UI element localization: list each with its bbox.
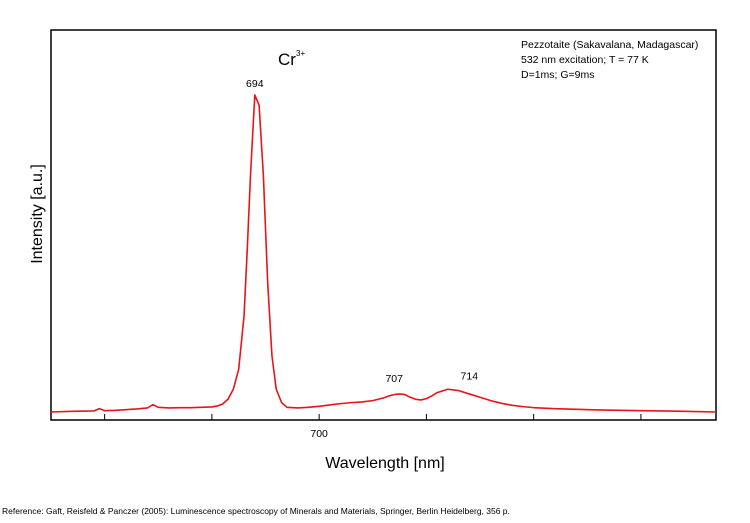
- info-line-2: 532 nm excitation; T = 77 K: [521, 54, 649, 66]
- x-tick-labels: 700: [310, 428, 328, 440]
- peak-label: 707: [385, 373, 403, 385]
- peak-label: 714: [461, 371, 479, 383]
- x-tick-label: 700: [310, 428, 328, 440]
- ion-label-base: Cr: [278, 50, 296, 69]
- peak-label: 694: [246, 78, 264, 90]
- x-ticks: [104, 414, 642, 420]
- info-line-1: Pezzotaite (Sakavalana, Madagascar): [521, 39, 698, 51]
- ion-label-superscript: 3+: [296, 49, 305, 58]
- plot-frame: [50, 29, 717, 421]
- info-line-3: D=1ms; G=9ms: [521, 69, 595, 81]
- x-axis-label: Wavelength [nm]: [325, 455, 444, 472]
- peak-labels: 694 707 714: [246, 78, 478, 385]
- spectrum-line: [50, 94, 717, 413]
- y-axis-label: Intensity [a.u.]: [29, 164, 46, 264]
- ion-label: Cr: [278, 50, 296, 69]
- reference-note: Reference: Gaft, Reisfeld & Panczer (200…: [2, 506, 510, 516]
